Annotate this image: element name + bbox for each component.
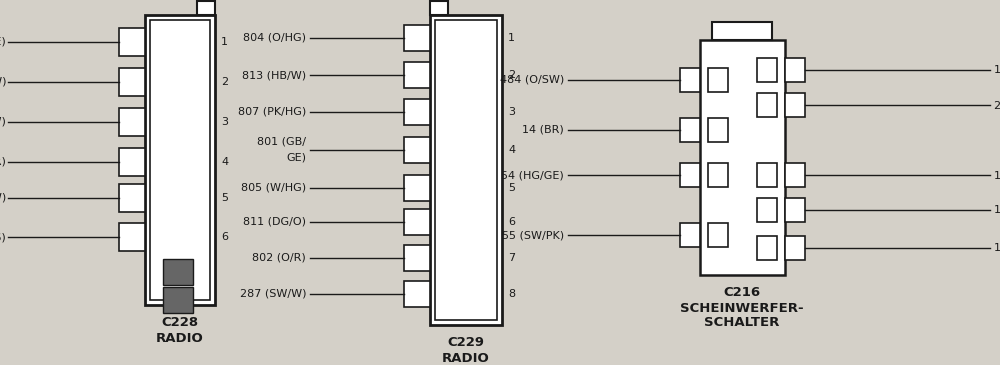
Bar	[785, 198, 805, 222]
Text: 5: 5	[221, 193, 228, 203]
Bar	[404, 175, 430, 201]
Bar	[404, 62, 430, 88]
Text: 19 (HB/R): 19 (HB/R)	[994, 243, 1000, 253]
Text: 484 (O/SW): 484 (O/SW)	[500, 75, 564, 85]
Text: C229: C229	[448, 337, 484, 350]
Bar	[785, 93, 805, 117]
Text: 137 (GE/SW): 137 (GE/SW)	[994, 65, 1000, 75]
Text: 6: 6	[221, 232, 228, 242]
Text: 8: 8	[508, 289, 515, 299]
Bar	[404, 281, 430, 307]
Bar	[197, 1, 215, 15]
Bar	[712, 22, 772, 40]
Bar	[404, 99, 430, 125]
Text: 54 (HG/GE): 54 (HG/GE)	[501, 170, 564, 180]
Text: 4: 4	[221, 157, 228, 167]
Bar	[150, 20, 210, 300]
Text: 811 (DG/O): 811 (DG/O)	[243, 217, 306, 227]
Bar	[708, 163, 728, 187]
Text: 287 (SW/W): 287 (SW/W)	[240, 289, 306, 299]
Bar	[757, 163, 777, 187]
Bar	[145, 15, 215, 305]
Bar	[430, 1, 448, 15]
Bar	[119, 28, 145, 56]
Text: C216: C216	[723, 287, 761, 300]
Text: 694 (SW/H6): 694 (SW/H6)	[0, 232, 6, 242]
Bar	[119, 148, 145, 176]
Bar	[119, 223, 145, 251]
Bar	[757, 93, 777, 117]
Bar	[404, 209, 430, 235]
Bar	[680, 223, 700, 247]
Bar	[163, 287, 193, 313]
Text: 3: 3	[221, 117, 228, 127]
Text: 807 (PK/HG): 807 (PK/HG)	[238, 107, 306, 117]
Text: 137 (GE/SW): 137 (GE/SW)	[0, 117, 6, 127]
Text: 484 (O/SW): 484 (O/SW)	[0, 193, 6, 203]
Text: RADIO: RADIO	[156, 331, 204, 345]
Text: 802 (O/R): 802 (O/R)	[252, 253, 306, 263]
Bar	[757, 198, 777, 222]
Bar	[708, 68, 728, 92]
Text: GE): GE)	[286, 153, 306, 163]
Text: SCHALTER: SCHALTER	[704, 316, 780, 330]
Bar	[119, 68, 145, 96]
Text: 54 (HG/GE): 54 (HG/GE)	[0, 37, 6, 47]
Text: 804 (O/HG): 804 (O/HG)	[243, 33, 306, 43]
Bar	[757, 236, 777, 260]
Bar	[119, 108, 145, 136]
Text: 5: 5	[508, 183, 515, 193]
Text: 4: 4	[508, 145, 515, 155]
Bar	[435, 20, 497, 320]
Text: 2: 2	[508, 70, 515, 80]
Bar	[785, 58, 805, 82]
Text: 276 (BR): 276 (BR)	[994, 100, 1000, 110]
Bar	[404, 137, 430, 163]
Text: RADIO: RADIO	[442, 351, 490, 365]
Text: SCHEINWERFER-: SCHEINWERFER-	[680, 301, 804, 315]
Text: 805 (W/HG): 805 (W/HG)	[241, 183, 306, 193]
Bar	[404, 25, 430, 51]
Text: 15 (R/GE): 15 (R/GE)	[994, 205, 1000, 215]
Text: C228: C228	[161, 316, 199, 330]
Bar	[430, 15, 502, 325]
Bar	[757, 58, 777, 82]
Text: 801 (GB/: 801 (GB/	[257, 137, 306, 147]
Text: 57 (SW): 57 (SW)	[0, 77, 6, 87]
Text: 1: 1	[221, 37, 228, 47]
Bar	[163, 259, 193, 285]
Text: 6: 6	[508, 217, 515, 227]
Bar	[708, 118, 728, 142]
Text: 55 (SW/PK): 55 (SW/PK)	[502, 230, 564, 240]
Bar	[785, 163, 805, 187]
Bar	[404, 245, 430, 271]
Text: 7: 7	[508, 253, 515, 263]
Text: 19 (HB/R): 19 (HB/R)	[0, 157, 6, 167]
Bar	[680, 68, 700, 92]
Text: 3: 3	[508, 107, 515, 117]
Bar	[708, 223, 728, 247]
Text: 813 (HB/W): 813 (HB/W)	[242, 70, 306, 80]
Text: 195 (GB/W): 195 (GB/W)	[994, 170, 1000, 180]
Bar	[680, 163, 700, 187]
Bar	[700, 40, 785, 275]
Bar	[680, 118, 700, 142]
Text: 1: 1	[508, 33, 515, 43]
Text: 2: 2	[221, 77, 228, 87]
Bar	[119, 184, 145, 212]
Bar	[785, 236, 805, 260]
Text: 14 (BR): 14 (BR)	[522, 125, 564, 135]
